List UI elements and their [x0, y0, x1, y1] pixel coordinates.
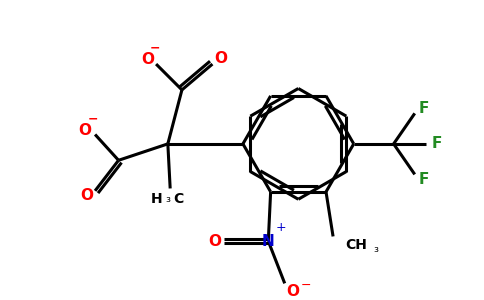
Text: CH: CH — [346, 238, 367, 252]
Text: −: − — [88, 112, 98, 125]
Text: ₃: ₃ — [374, 242, 379, 255]
Text: O: O — [80, 188, 93, 203]
Text: N: N — [262, 234, 274, 249]
Text: F: F — [419, 101, 429, 116]
Text: −: − — [301, 279, 311, 292]
Text: C: C — [173, 192, 184, 206]
Text: O: O — [208, 234, 221, 249]
Text: O: O — [78, 123, 91, 138]
Text: −: − — [150, 41, 160, 54]
Text: F: F — [419, 172, 429, 187]
Text: O: O — [141, 52, 154, 67]
Text: H: H — [151, 192, 162, 206]
Text: ₃: ₃ — [166, 192, 170, 205]
Text: O: O — [214, 51, 227, 66]
Text: +: + — [276, 221, 287, 235]
Text: O: O — [287, 284, 300, 299]
Text: F: F — [432, 136, 442, 152]
